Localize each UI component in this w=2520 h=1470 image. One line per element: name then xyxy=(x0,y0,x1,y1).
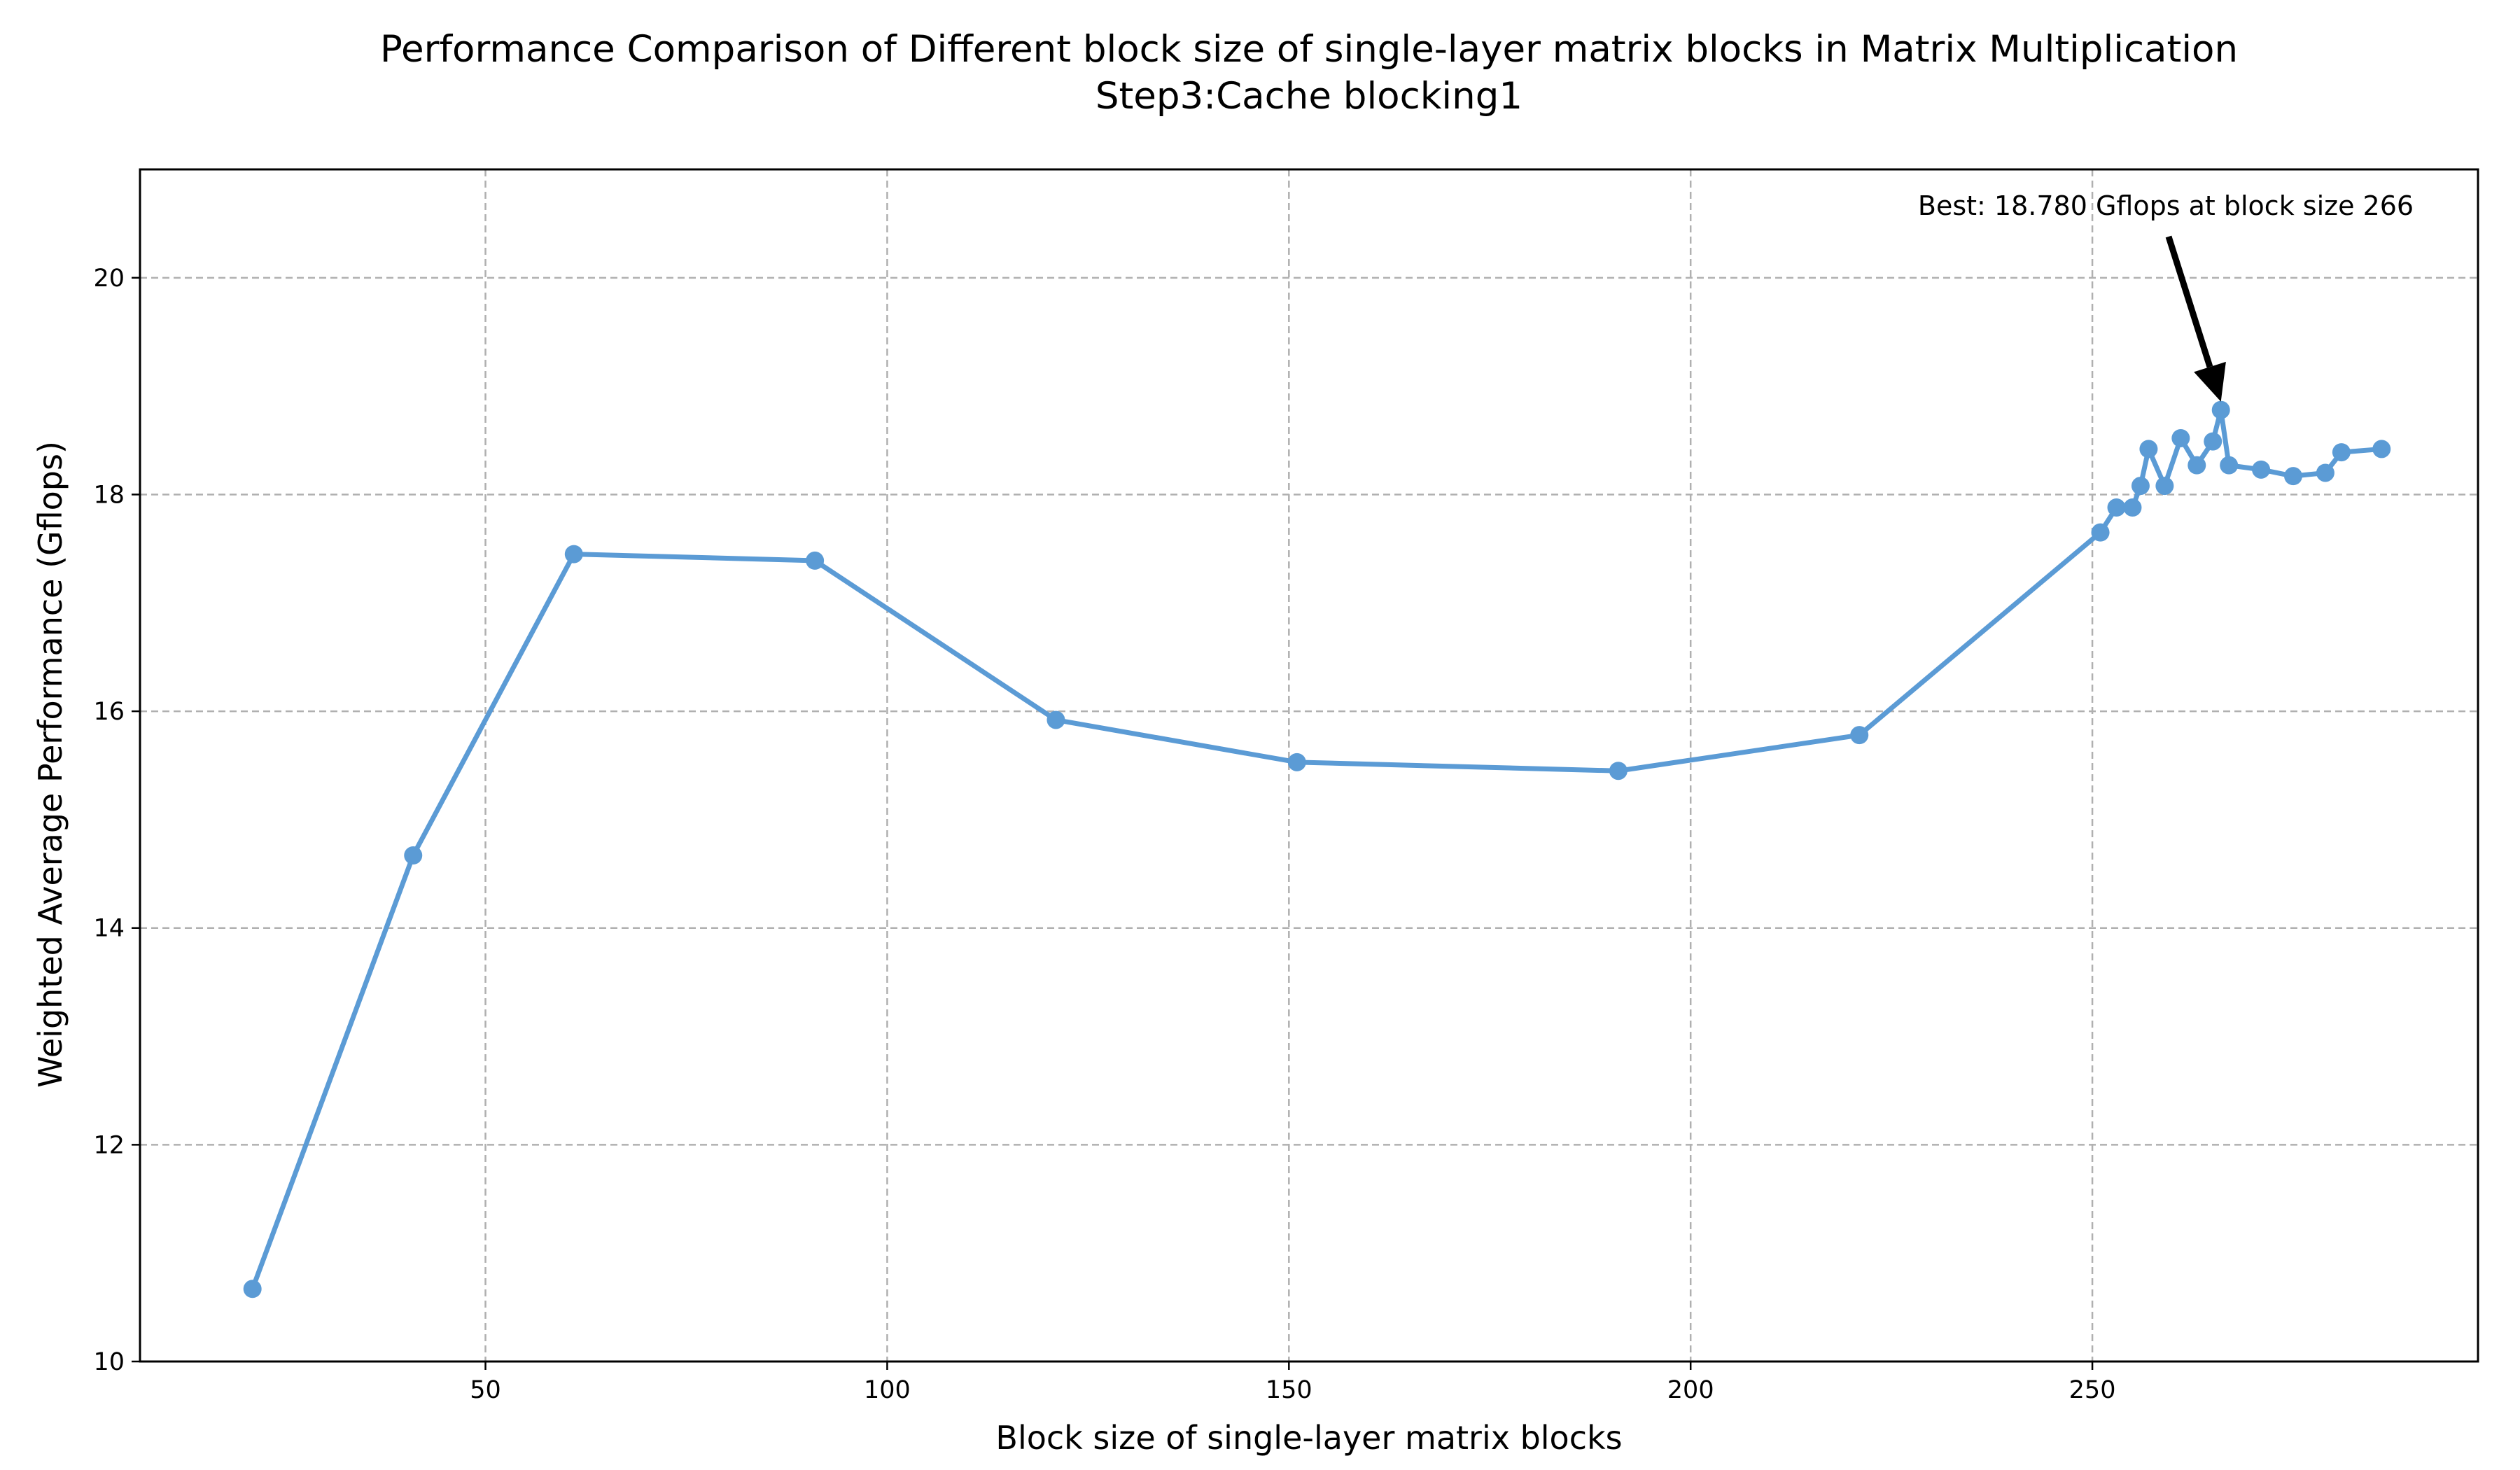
y-axis-label: Weighted Average Performance (Gflops) xyxy=(31,441,69,1088)
x-tick-label: 250 xyxy=(2069,1376,2116,1404)
data-point xyxy=(2332,443,2351,462)
plot-frame xyxy=(139,168,2479,1363)
data-point xyxy=(2107,498,2126,517)
data-point xyxy=(404,846,423,864)
data-point xyxy=(1287,752,1306,771)
chart-subtitle: Step3:Cache blocking1 xyxy=(1096,75,1522,118)
annotation-arrow-head xyxy=(2194,361,2226,402)
x-axis-label: Block size of single-layer matrix blocks xyxy=(995,1419,1622,1457)
data-point xyxy=(2155,477,2174,496)
data-point xyxy=(806,551,825,570)
y-tick-label: 20 xyxy=(93,265,125,293)
data-point xyxy=(2372,440,2391,458)
data-point xyxy=(1046,710,1065,729)
data-point xyxy=(2211,400,2230,419)
x-tick-label: 200 xyxy=(1667,1376,1714,1404)
y-tick-label: 10 xyxy=(93,1348,125,1376)
series-layer xyxy=(243,400,2391,1298)
data-point xyxy=(1609,762,1628,780)
data-point xyxy=(1850,726,1869,745)
y-tick-label: 16 xyxy=(93,698,125,726)
y-tick-label: 14 xyxy=(93,915,125,943)
y-tick-label: 12 xyxy=(93,1131,125,1159)
data-point xyxy=(2316,463,2334,482)
annotation-layer: Best: 18.780 Gflops at block size 266 xyxy=(1918,190,2414,402)
best-annotation-text: Best: 18.780 Gflops at block size 266 xyxy=(1918,190,2414,221)
data-point xyxy=(2252,460,2271,479)
x-tick-label: 100 xyxy=(864,1376,911,1404)
data-point xyxy=(2188,456,2206,475)
data-point xyxy=(2284,467,2303,486)
data-point xyxy=(2131,477,2150,496)
ticks-layer: 50 100 150 200 250 10 12 14 16 18 20 xyxy=(93,265,2115,1404)
data-point xyxy=(243,1280,262,1298)
grid-layer xyxy=(140,169,2478,1362)
data-point xyxy=(2204,432,2222,451)
data-point xyxy=(2091,523,2110,542)
data-point xyxy=(2123,498,2142,517)
x-tick-label: 50 xyxy=(470,1376,501,1404)
data-point xyxy=(2171,428,2190,447)
data-point xyxy=(2220,456,2239,475)
annotation-arrow-shaft xyxy=(2165,235,2213,368)
chart-title: Performance Comparison of Different bloc… xyxy=(380,28,2238,71)
data-point xyxy=(564,545,583,564)
series-line xyxy=(250,407,2384,1292)
data-point xyxy=(2139,440,2158,458)
x-tick-label: 150 xyxy=(1266,1376,1312,1404)
y-tick-label: 18 xyxy=(93,481,125,509)
